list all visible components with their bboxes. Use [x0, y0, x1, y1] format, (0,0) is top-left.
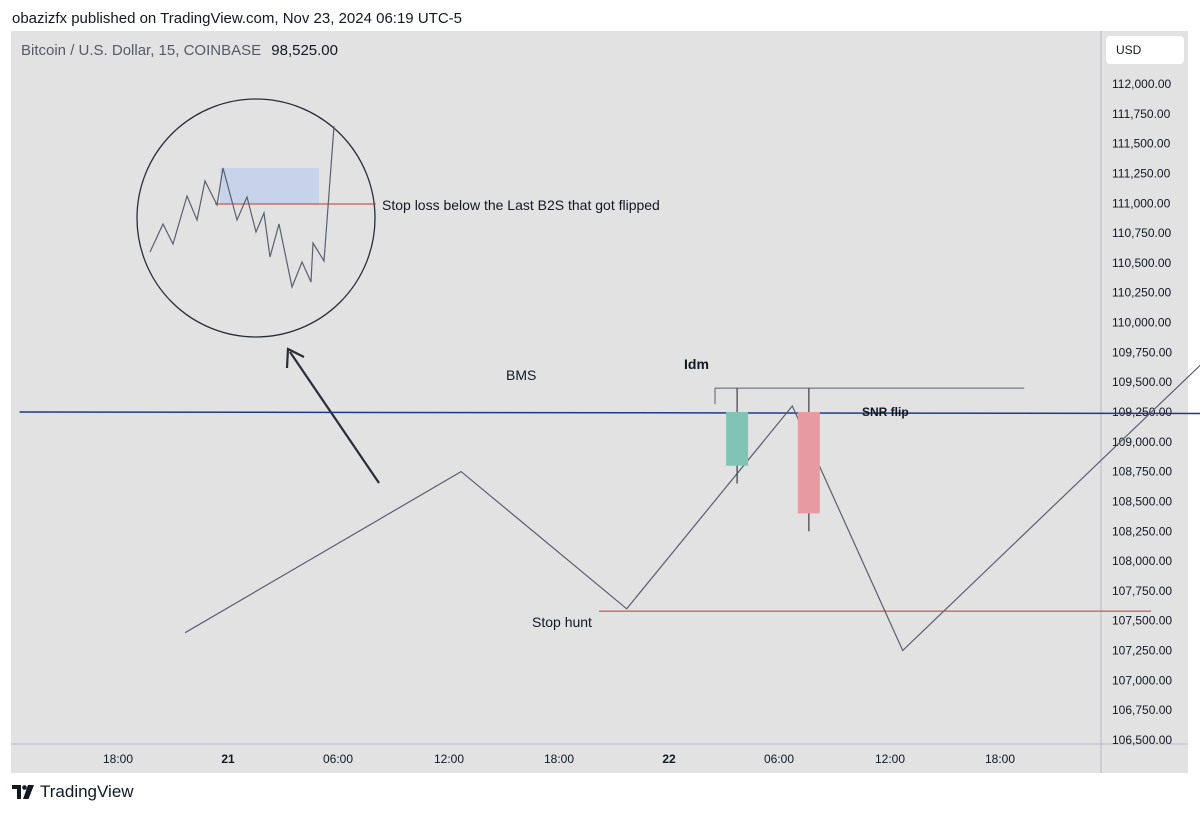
y-tick-label: 111,500.00: [1112, 137, 1171, 151]
x-tick-label: 06:00: [323, 752, 353, 766]
last-price: 98,525.00: [271, 42, 338, 59]
inset-b2s-zone: [220, 168, 319, 204]
pointer-arrow-head: [285, 347, 305, 369]
y-tick-label: 109,000.00: [1112, 435, 1172, 449]
y-tick-label: 110,750.00: [1112, 226, 1171, 240]
y-tick-label: 108,750.00: [1112, 465, 1172, 479]
y-tick-label: 107,000.00: [1112, 673, 1172, 687]
y-tick-label: 107,750.00: [1112, 584, 1172, 598]
y-tick-label: 106,750.00: [1112, 703, 1172, 717]
bull-candle: [726, 412, 749, 466]
x-tick-label: 18:00: [985, 752, 1015, 766]
y-tick-label: 109,500.00: [1112, 375, 1172, 389]
x-tick-label: 06:00: [764, 752, 794, 766]
inset-price-line: [149, 125, 335, 290]
tradingview-logo-icon: [12, 785, 34, 799]
inset-zoom-diagram: [136, 98, 380, 484]
pointer-arrow-shaft: [289, 351, 380, 484]
y-tick-label: 110,500.00: [1112, 256, 1171, 270]
y-tick-label: 107,500.00: [1112, 614, 1172, 628]
x-tick-label: 18:00: [544, 752, 574, 766]
brand-footer[interactable]: TradingView: [12, 782, 134, 802]
x-tick-label: 12:00: [434, 752, 464, 766]
y-tick-label: 107,250.00: [1112, 644, 1172, 658]
stop-hunt-label: Stop hunt: [532, 614, 592, 630]
y-tick-label: 109,250.00: [1112, 405, 1172, 419]
y-tick-label: 108,250.00: [1112, 524, 1172, 538]
annotation-labels-layer: BMS SNR flip Idm Stop hunt Stop loss below t…: [382, 197, 909, 630]
y-tick-label: 111,250.00: [1112, 166, 1171, 180]
symbol-legend: Bitcoin / U.S. Dollar, 15, COINBASE 98,5…: [21, 42, 338, 59]
x-tick-label: 22: [662, 752, 676, 766]
x-tick-label: 21: [221, 752, 235, 766]
brand-name: TradingView: [40, 782, 134, 801]
y-tick-label: 106,500.00: [1112, 733, 1172, 747]
y-tick-label: 111,000.00: [1112, 196, 1171, 210]
level-line-snr-flip: [19, 411, 1200, 415]
price-series-layer: [184, 364, 1200, 652]
y-tick-label: 110,250.00: [1112, 286, 1171, 300]
levels-layer: [19, 387, 1200, 612]
chart-pane[interactable]: [11, 31, 1188, 773]
publisher-header: obazizfx published on TradingView.com, N…: [12, 10, 462, 27]
x-tick-label: 18:00: [103, 752, 133, 766]
y-tick-label: 108,500.00: [1112, 494, 1172, 508]
symbol-name: Bitcoin / U.S. Dollar, 15, COINBASE: [21, 42, 262, 59]
y-tick-label: 112,000.00: [1112, 77, 1171, 91]
snr-flip-label: SNR flip: [862, 405, 909, 419]
price-line: [184, 364, 1200, 652]
y-tick-label: 109,750.00: [1112, 345, 1172, 359]
candles-layer: [726, 388, 820, 532]
bms-label: BMS: [506, 367, 536, 383]
y-tick-label: 110,000.00: [1112, 316, 1171, 330]
currency-selector[interactable]: USD: [1106, 36, 1184, 64]
axes-layer: 112,000.00 111,750.00 111,500.00 111,250.00…: [11, 31, 1188, 773]
y-tick-label: 108,000.00: [1112, 554, 1172, 568]
bear-candle: [797, 412, 820, 514]
stop-loss-note: Stop loss below the Last B2S that got fl…: [382, 197, 660, 213]
inset-circle: [136, 98, 376, 338]
idm-label: Idm: [684, 356, 709, 372]
y-tick-label: 111,750.00: [1112, 107, 1171, 121]
x-tick-label: 12:00: [875, 752, 905, 766]
